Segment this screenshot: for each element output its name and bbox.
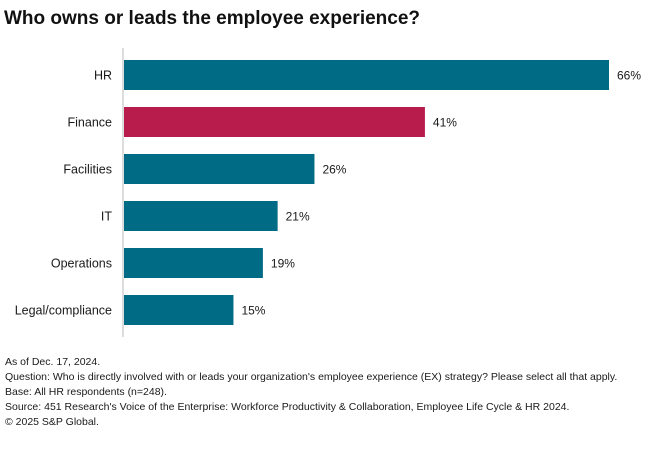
copyright-note: © 2025 S&P Global. (5, 416, 99, 428)
as-of-note: As of Dec. 17, 2024. (5, 356, 101, 368)
category-label-finance: Finance (68, 116, 113, 130)
bar-finance (124, 107, 425, 137)
bar-chart: HR 66% Finance 41% Facilities 26% IT 21% Operati… (15, 48, 641, 337)
chart-title: Who owns or leads the employee experienc… (4, 8, 421, 29)
bar-facilities (124, 154, 315, 184)
value-label-hr: 66% (617, 69, 641, 83)
value-label-it: 21% (286, 210, 310, 224)
bar-legal-compliance (124, 295, 234, 325)
value-label-operations: 19% (271, 257, 295, 271)
bars-group: HR 66% Finance 41% Facilities 26% IT 21% Operati… (15, 60, 641, 325)
chart-footnotes: As of Dec. 17, 2024. Question: Who is di… (5, 355, 650, 430)
question-note: Question: Who is directly involved with … (5, 371, 618, 383)
bar-operations (124, 248, 263, 278)
value-label-finance: 41% (433, 116, 457, 130)
bar-it (124, 201, 278, 231)
category-label-legal-compliance: Legal/compliance (15, 304, 112, 318)
category-label-it: IT (101, 210, 112, 224)
category-label-facilities: Facilities (63, 163, 112, 177)
category-label-operations: Operations (51, 257, 112, 271)
value-label-legal-compliance: 15% (241, 304, 265, 318)
value-label-facilities: 26% (322, 163, 346, 177)
bar-hr (124, 60, 609, 90)
base-note: Base: All HR respondents (n=248). (5, 386, 167, 398)
source-note: Source: 451 Research's Voice of the Ente… (5, 401, 570, 413)
category-label-hr: HR (94, 69, 112, 83)
